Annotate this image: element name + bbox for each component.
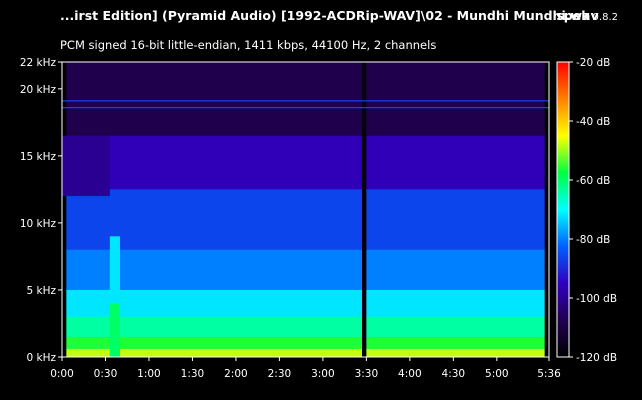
y-tick-label: 10 kHz [20,218,57,230]
x-tick-label: 3:30 [355,368,379,380]
x-tick-label: 1:30 [181,368,205,380]
spectrogram-region [62,135,110,197]
x-tick-label: 2:30 [268,368,292,380]
spectrogram-region [362,62,367,357]
x-tick-label: 5:00 [485,368,509,380]
x-tick-label: 4:00 [398,368,422,380]
colorbar-tick-label: -60 dB [576,175,610,187]
x-tick-label: 4:30 [442,368,466,380]
x-tick-label: 0:00 [50,368,74,380]
x-tick-label: 3:00 [311,368,335,380]
y-tick-label: 22 kHz [20,57,57,69]
y-tick-label: 20 kHz [20,84,57,96]
colorbar [556,61,570,358]
spectrogram-region [62,348,549,357]
colorbar-tick-label: -80 dB [576,234,610,246]
window-title: ...irst Edition] (Pyramid Audio) [1992-A… [60,8,599,23]
x-tick-label: 2:00 [224,368,248,380]
plot-frame [61,61,550,358]
app-version: 0.8.2 [592,12,618,23]
spectrogram-region [62,62,67,357]
audio-format-info: PCM signed 16-bit little-endian, 1411 kb… [60,38,437,52]
spectrogram-region [544,62,549,357]
app-name: spek [556,8,590,23]
colorbar-tick-label: -20 dB [576,57,610,69]
colorbar-tick-label: -100 dB [576,293,617,305]
spectrogram-region [109,303,120,357]
x-tick-label: 0:30 [94,368,118,380]
y-tick-label: 5 kHz [26,285,56,297]
app-version-label: spek 0.8.2 [556,8,618,23]
colorbar-tick-label: -120 dB [576,352,617,364]
x-tick-label: 5:36 [537,368,561,380]
spectrogram-region [109,236,120,357]
colorbar-tick-label: -40 dB [576,116,610,128]
x-tick-label: 1:00 [137,368,161,380]
y-tick-label: 0 kHz [26,352,56,364]
y-tick-label: 15 kHz [20,151,57,163]
